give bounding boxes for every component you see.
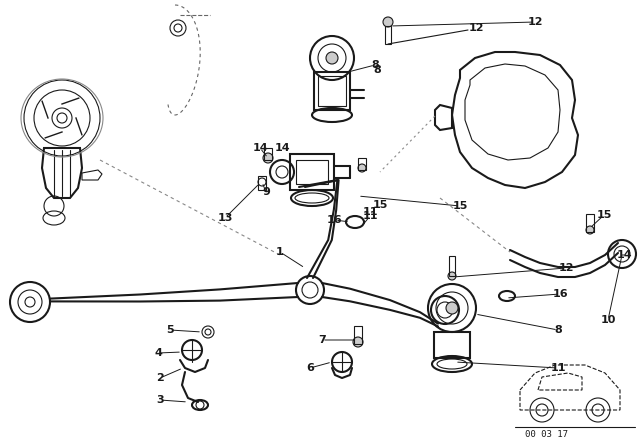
Text: 12: 12 [527,17,543,27]
Circle shape [358,164,366,172]
Bar [449,256,455,276]
Text: 16: 16 [327,215,343,225]
Circle shape [446,302,458,314]
Text: 8: 8 [373,65,381,75]
Circle shape [263,153,273,163]
Circle shape [448,272,456,280]
Bar [318,76,346,106]
Text: 11: 11 [550,363,566,373]
Text: 3: 3 [156,395,164,405]
Text: 11: 11 [362,207,378,217]
Text: 8: 8 [371,60,379,70]
Bar [354,326,362,344]
Text: 7: 7 [318,335,326,345]
Text: 15: 15 [596,210,612,220]
Circle shape [326,52,338,64]
Bar [358,158,366,170]
Bar [434,332,470,358]
Text: 15: 15 [372,200,388,210]
Text: 9: 9 [262,187,270,197]
Text: 14: 14 [616,250,632,260]
Circle shape [383,17,393,27]
Text: 14: 14 [274,143,290,153]
Bar [586,214,594,232]
Text: 11: 11 [362,211,378,221]
Text: 4: 4 [154,348,162,358]
Text: 12: 12 [558,263,573,273]
Bar [385,26,391,44]
Text: 15: 15 [452,201,468,211]
Text: 5: 5 [166,325,174,335]
Bar [258,176,266,190]
Text: 10: 10 [600,315,616,325]
Bar [290,154,334,190]
Text: 1: 1 [276,247,284,257]
Circle shape [586,226,594,234]
Circle shape [353,337,363,347]
Bar [264,148,272,160]
Text: 13: 13 [218,213,233,223]
Bar [296,160,328,184]
Text: 00 03 17: 00 03 17 [525,430,568,439]
Text: 14: 14 [252,143,268,153]
Text: 8: 8 [554,325,562,335]
Bar [314,72,350,110]
Text: 12: 12 [468,23,484,33]
Text: 6: 6 [306,363,314,373]
Text: 2: 2 [156,373,164,383]
Text: 16: 16 [552,289,568,299]
